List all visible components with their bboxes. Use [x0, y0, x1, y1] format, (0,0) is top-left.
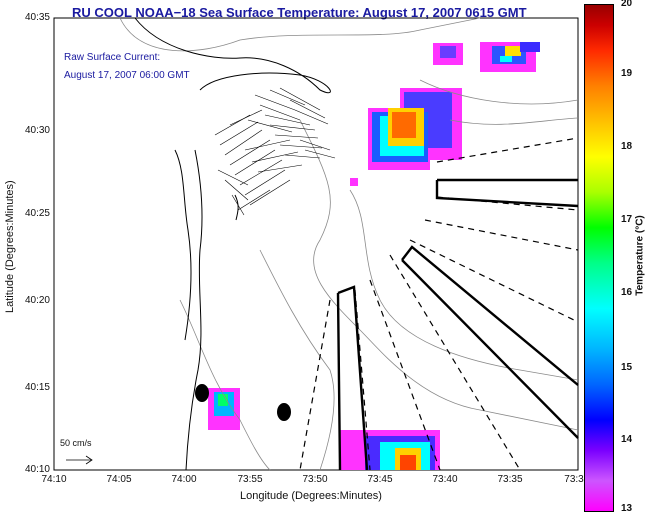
surface-current-vectors — [214, 87, 336, 216]
y-tick-label: 40:20 — [24, 295, 50, 306]
coastline — [134, 17, 331, 471]
bathymetry-contours — [119, 17, 579, 471]
x-tick-label: 73:55 — [237, 474, 263, 485]
sst-patches-top — [433, 42, 540, 72]
scale-label: 50 cm/s — [60, 438, 92, 448]
colorbar-label: Temperature (°C) — [634, 215, 646, 296]
colorbar-tick: 16 — [621, 287, 633, 298]
y-tick-label: 40:15 — [24, 382, 50, 393]
subtitle-line2: August 17, 2007 06:00 GMT — [64, 70, 190, 81]
x-tick-label: 73:35 — [497, 474, 523, 485]
y-tick-label: 40:30 — [24, 125, 50, 136]
plot-frame — [53, 17, 579, 471]
x-tick-label: 73:3 — [564, 474, 584, 485]
colorbar — [584, 4, 614, 512]
subtitle-line1: Raw Surface Current: — [64, 52, 161, 63]
x-tick-label: 74:00 — [171, 474, 197, 485]
scale-arrow — [66, 455, 93, 465]
x-axis-label: Longitude (Degrees:Minutes) — [240, 490, 382, 502]
colorbar-tick: 17 — [621, 214, 633, 225]
hf-radar-dashed-lines — [299, 137, 579, 471]
x-tick-label: 73:50 — [302, 474, 328, 485]
colorbar-tick: 19 — [621, 68, 633, 79]
map-title: RU COOL NOAA−18 Sea Surface Temperature:… — [72, 5, 527, 20]
y-tick-label: 40:10 — [24, 464, 50, 475]
marker-blob — [195, 384, 209, 402]
colorbar-tick: 18 — [621, 141, 633, 152]
sst-patch-lower-left — [208, 388, 240, 430]
x-tick-label: 73:45 — [367, 474, 393, 485]
colorbar-tick: 14 — [621, 434, 633, 445]
colorbar-tick: 15 — [621, 362, 633, 373]
colorbar-tick: 13 — [621, 503, 633, 514]
hf-radar-solid-wedges — [336, 178, 579, 471]
y-tick-label: 40:25 — [24, 208, 50, 219]
y-tick-label: 40:35 — [24, 12, 50, 23]
x-tick-label: 74:10 — [41, 474, 67, 485]
x-tick-label: 73:40 — [432, 474, 458, 485]
x-tick-label: 74:05 — [106, 474, 132, 485]
colorbar-tick: 20 — [621, 0, 633, 9]
sst-patch-central — [350, 88, 462, 186]
marker-blob — [277, 403, 291, 421]
y-axis-label: Latitude (Degrees:Minutes) — [4, 180, 16, 313]
sst-patch-bottom — [340, 430, 440, 470]
